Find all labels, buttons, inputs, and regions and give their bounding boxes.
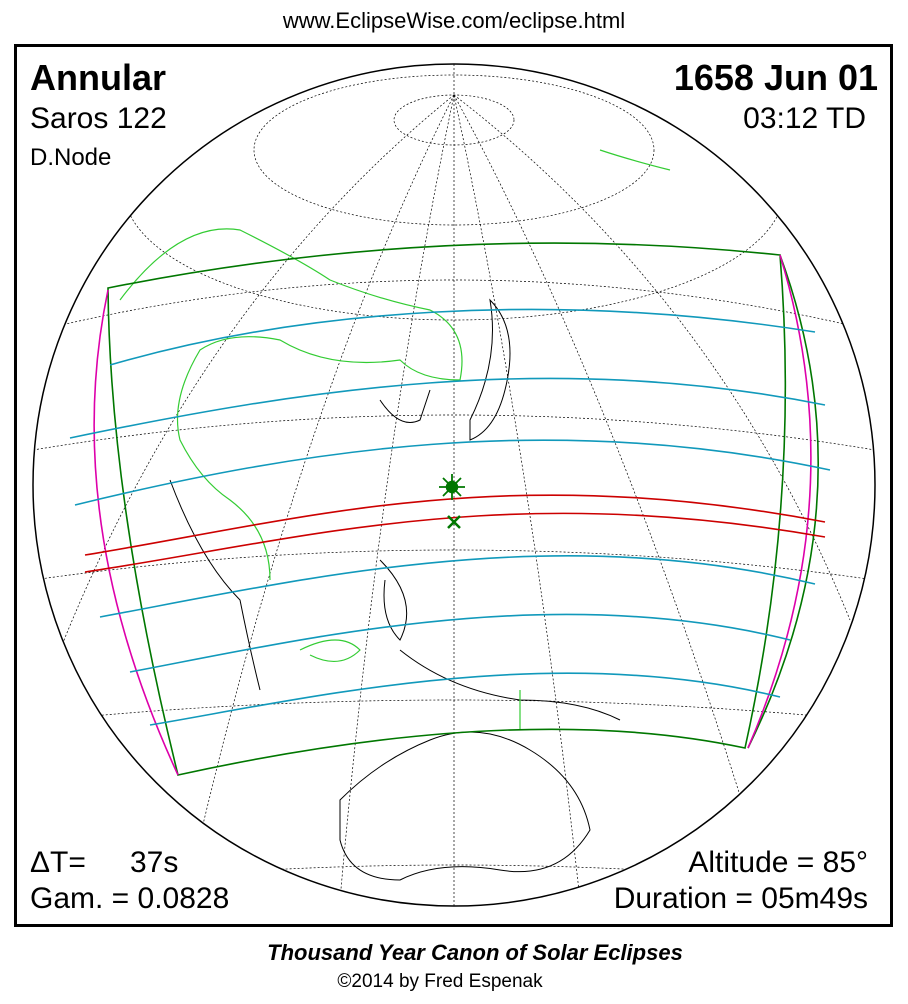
date: 1658 Jun 01 <box>673 57 878 98</box>
url: www.EclipseWise.com/eclipse.html <box>282 8 626 33</box>
greatest-eclipse <box>439 474 465 529</box>
delta-t-label: ΔT= <box>30 846 86 879</box>
footer-title: Thousand Year Canon of Solar Eclipses <box>267 940 683 965</box>
coastlines <box>169 298 621 881</box>
eclipse-paths <box>69 242 831 776</box>
frame <box>14 44 893 927</box>
delta-t-value: 37s <box>130 846 179 879</box>
footer-credit: ©2014 by Fred Espenak <box>337 971 543 992</box>
gamma: Gam. = 0.0828 <box>30 882 230 915</box>
saros: Saros 122 <box>30 102 167 135</box>
eclipse-type: Annular <box>30 57 167 98</box>
node: D.Node <box>30 144 112 171</box>
altitude: Altitude = 85° <box>688 846 868 879</box>
duration: Duration = 05m49s <box>613 882 868 915</box>
time: 03:12 TD <box>743 102 866 135</box>
